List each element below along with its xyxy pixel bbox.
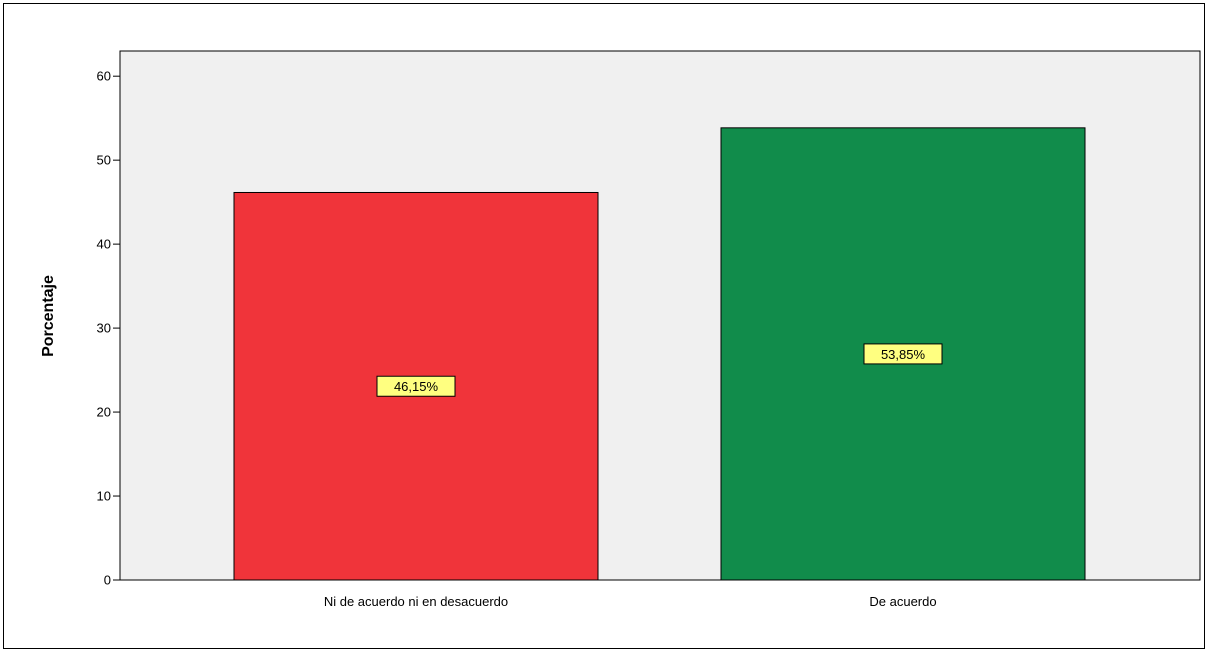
bars: 46,15% 53,85% <box>233 127 1086 581</box>
x-axis-labels: Ni de acuerdo ni en desacuerdo De acuerdo <box>324 594 937 609</box>
y-tick-label: 50 <box>97 153 111 168</box>
y-tick-label: 0 <box>104 573 111 588</box>
data-label-box <box>863 343 943 365</box>
data-label: 46,15% <box>394 379 439 394</box>
y-tick-label: 60 <box>97 69 111 84</box>
y-axis: 0 10 20 30 40 50 60 <box>97 69 120 588</box>
x-category-label: De acuerdo <box>869 594 936 609</box>
y-tick-label: 10 <box>97 489 111 504</box>
data-label-box <box>376 375 456 397</box>
y-tick-label: 30 <box>97 321 111 336</box>
x-category-label: Ni de acuerdo ni en desacuerdo <box>324 594 508 609</box>
data-label: 53,85% <box>881 347 926 362</box>
y-tick-label: 40 <box>97 237 111 252</box>
y-tick-label: 20 <box>97 405 111 420</box>
chart-frame <box>3 3 1205 649</box>
y-axis-title: Porcentaje <box>40 275 57 357</box>
